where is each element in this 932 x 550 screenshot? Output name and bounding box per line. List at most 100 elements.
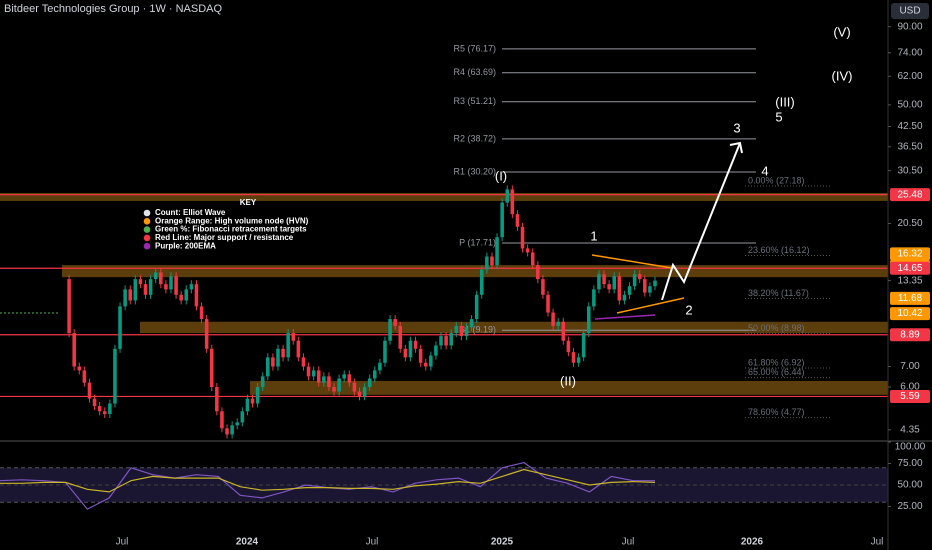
rsi-tick-label: 100.00 (895, 442, 926, 453)
candle-body (296, 340, 301, 358)
wave-label: (II) (560, 373, 576, 388)
candle-body (240, 411, 245, 423)
pivot-label: R1 (30.20) (453, 166, 496, 176)
candle-body (449, 333, 453, 346)
candle-body (388, 319, 392, 341)
candle-body (643, 279, 647, 293)
candle-body (602, 274, 606, 285)
candle-body (418, 348, 423, 363)
candle-body (383, 340, 387, 363)
y-tick-label: 50.00 (897, 100, 922, 111)
candle-body (571, 352, 576, 363)
x-tick-label: 2026 (741, 537, 764, 548)
wave-label: 1 (590, 228, 597, 243)
y-tick-label: 62.00 (897, 71, 922, 82)
candle-body (367, 378, 372, 388)
fib-label: 0.00% (27.18) (748, 175, 805, 185)
candle-body (597, 274, 601, 290)
key: KEY (240, 198, 257, 207)
currency-label[interactable]: USD (899, 6, 920, 17)
candle-body (260, 376, 265, 388)
price-tag-label: 10.42 (897, 308, 922, 319)
candle-body (220, 411, 224, 429)
candle-body (627, 286, 632, 295)
candle-body (576, 357, 581, 363)
y-tick-label: 90.00 (897, 21, 922, 32)
candle-body (347, 374, 352, 383)
candle-body (530, 252, 535, 266)
price-tag (890, 389, 930, 403)
rsi-tick-label: 75.00 (897, 458, 922, 469)
candle-body (174, 276, 178, 295)
wave-label: (IV) (832, 68, 853, 83)
candle-body (128, 289, 133, 301)
pivot-label: R2 (38.72) (453, 133, 496, 143)
candle-body (123, 289, 127, 307)
y-tick-label: 4.35 (900, 424, 920, 435)
candle-body (352, 382, 357, 392)
candle-body (357, 391, 362, 397)
candle-body (515, 214, 520, 227)
candle-body (459, 325, 464, 337)
candle-body (276, 348, 280, 367)
wave-label: 4 (761, 163, 768, 178)
x-tick-label: 2024 (236, 537, 259, 548)
hvn-band (250, 380, 888, 395)
x-tick-label: Jul (871, 537, 884, 548)
key-dot (143, 209, 151, 217)
price-tag (890, 247, 930, 261)
candle-body (271, 357, 275, 367)
candle-body (67, 279, 71, 334)
candle-body (230, 425, 234, 435)
candle-body (622, 294, 627, 301)
wave-label: (V) (833, 24, 850, 39)
candle-body (332, 387, 336, 392)
candle-body (133, 279, 138, 301)
y-tick-label: 13.35 (897, 275, 922, 286)
currency-button[interactable] (891, 3, 929, 19)
candle-body (485, 256, 489, 270)
candle-body (444, 336, 448, 346)
candle-body (632, 274, 637, 287)
candle-body (164, 284, 168, 290)
candle-body (118, 306, 122, 349)
candle-body (566, 340, 571, 353)
key-dot (143, 226, 151, 233)
candle-body (143, 284, 148, 295)
key-dot (143, 234, 151, 242)
candle-body (209, 348, 214, 388)
candle-body (108, 403, 112, 414)
candle-body (541, 279, 545, 295)
price-tag-label: 25.48 (897, 189, 922, 200)
candle-body (607, 284, 611, 290)
fib-label: 23.60% (16.12) (748, 245, 810, 255)
price-tag-label: 14.65 (897, 263, 922, 274)
key-item: Red Line: Major support / resistance (155, 233, 294, 242)
candle-body (179, 294, 183, 301)
candle-body (72, 333, 76, 367)
y-tick-label: 42.50 (897, 121, 922, 132)
y-tick-label: 36.50 (897, 141, 922, 152)
arrow-head (729, 141, 743, 154)
candle-body (520, 226, 525, 249)
candle-body (148, 279, 153, 295)
candle-body (510, 189, 515, 215)
price-tag (890, 188, 930, 202)
price-tag-label: 5.59 (900, 391, 920, 402)
projection (661, 142, 741, 301)
fib-label: 61.80% (6.92) (748, 357, 805, 367)
candle-body (77, 366, 82, 371)
key-dot (143, 242, 151, 250)
candle-body (612, 276, 617, 290)
key-item: Green %: Fibonacci retracement targets (155, 225, 307, 234)
candle-body (373, 370, 377, 379)
price-tag (890, 291, 930, 305)
key-title: KEY (240, 198, 257, 207)
y-tick-label: 74.00 (897, 47, 922, 58)
candle-body (474, 294, 479, 320)
candle-body (204, 319, 209, 349)
candle-body (153, 272, 158, 280)
price-tag (890, 261, 930, 275)
wave-label: (III) (775, 94, 795, 109)
